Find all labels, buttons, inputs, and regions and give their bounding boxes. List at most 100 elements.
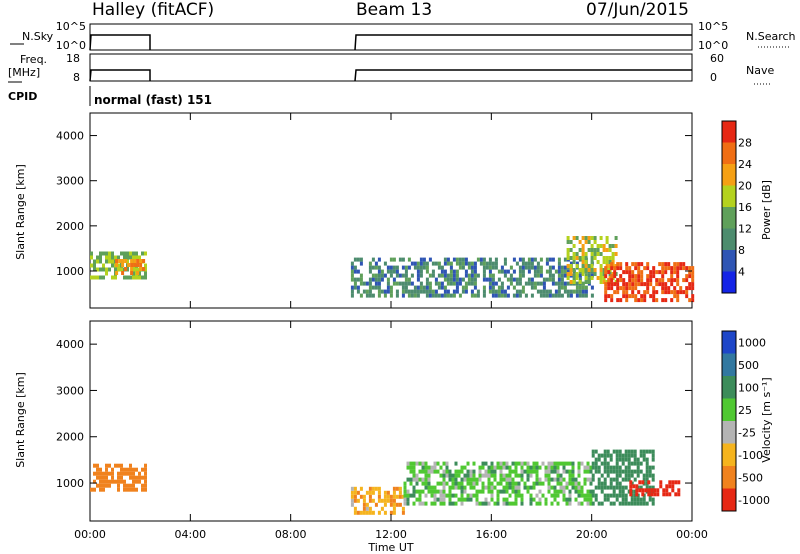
data-cell (580, 485, 584, 490)
data-cell (618, 465, 622, 470)
data-cell (392, 502, 396, 507)
data-cell (615, 453, 619, 458)
data-cell (677, 488, 681, 493)
data-cell (520, 465, 524, 470)
data-cell (608, 256, 612, 260)
data-cell (424, 485, 428, 490)
data-cell (577, 461, 581, 466)
data-cell (389, 494, 393, 499)
data-cell (418, 497, 422, 502)
data-cell (433, 485, 437, 490)
data-cell (446, 281, 450, 286)
data-cell (607, 286, 611, 291)
data-cell (590, 244, 594, 248)
data-cell (584, 273, 588, 278)
data-cell (563, 265, 567, 270)
data-cell (581, 236, 585, 240)
data-cell (630, 461, 634, 466)
data-cell (403, 497, 407, 502)
data-cell (506, 269, 510, 274)
data-cell (554, 289, 558, 294)
data-cell (469, 485, 473, 490)
data-cell (454, 461, 458, 466)
data-cell (374, 273, 378, 278)
data-cell (105, 259, 108, 264)
data-cell (132, 267, 135, 272)
data-cell (445, 493, 449, 498)
data-cell (578, 277, 582, 282)
data-cell (553, 489, 557, 494)
data-cell (577, 469, 581, 474)
data-cell (514, 481, 518, 486)
data-cell (509, 281, 513, 286)
colorbar-swatch (722, 488, 736, 511)
data-cell (371, 285, 375, 290)
data-cell (120, 479, 123, 484)
freq-label: Freq. (20, 53, 47, 66)
data-cell (392, 277, 396, 282)
data-cell (627, 473, 631, 478)
data-cell (667, 290, 671, 295)
data-cell (496, 497, 500, 502)
data-cell (648, 497, 652, 502)
y-tick-label: 1000 (56, 265, 84, 278)
data-cell (105, 463, 108, 468)
data-cell (488, 289, 492, 294)
data-cell (490, 465, 494, 470)
data-cell (553, 485, 557, 490)
colorbar-tick-label: 24 (738, 158, 752, 171)
data-cell (105, 479, 108, 484)
colorbar-tick-label: 8 (738, 244, 745, 257)
data-cell (532, 481, 536, 486)
data-cell (590, 276, 594, 280)
data-cell (664, 262, 668, 267)
data-cell (497, 293, 501, 298)
data-cell (509, 277, 513, 282)
data-cell (541, 493, 545, 498)
data-cell (371, 498, 375, 503)
data-cell (108, 267, 111, 272)
data-cell (591, 453, 595, 458)
data-cell (359, 486, 363, 491)
data-cell (571, 469, 575, 474)
data-cell (545, 257, 549, 262)
data-cell (126, 471, 129, 476)
data-cell (691, 278, 695, 283)
data-cell (412, 465, 416, 470)
data-cell (604, 298, 608, 303)
data-cell (661, 266, 665, 271)
data-cell (651, 501, 655, 506)
data-cell (615, 465, 619, 470)
data-cell (108, 251, 111, 256)
data-cell (577, 489, 581, 494)
data-cell (404, 289, 408, 294)
data-cell (362, 506, 366, 511)
data-cell (577, 501, 581, 506)
data-cell (618, 489, 622, 494)
data-cell (368, 281, 372, 286)
data-cell (416, 265, 420, 270)
data-cell (96, 259, 99, 264)
data-cell (597, 485, 601, 490)
data-cell (437, 285, 441, 290)
data-cell (114, 463, 117, 468)
data-cell (409, 469, 413, 474)
data-cell (571, 465, 575, 470)
data-cell (526, 465, 530, 470)
data-cell (443, 257, 447, 262)
data-cell (473, 261, 477, 266)
data-cell (604, 290, 608, 295)
data-cell (353, 490, 357, 495)
data-cell (469, 497, 473, 502)
data-cell (608, 248, 612, 252)
data-cell (556, 489, 560, 494)
data-cell (383, 490, 387, 495)
data-cell (581, 268, 585, 272)
data-cell (129, 487, 132, 492)
data-cell (457, 485, 461, 490)
data-cell (673, 266, 677, 271)
data-cell (117, 267, 120, 272)
data-cell (430, 485, 434, 490)
data-cell (673, 278, 677, 283)
data-cell (670, 266, 674, 271)
